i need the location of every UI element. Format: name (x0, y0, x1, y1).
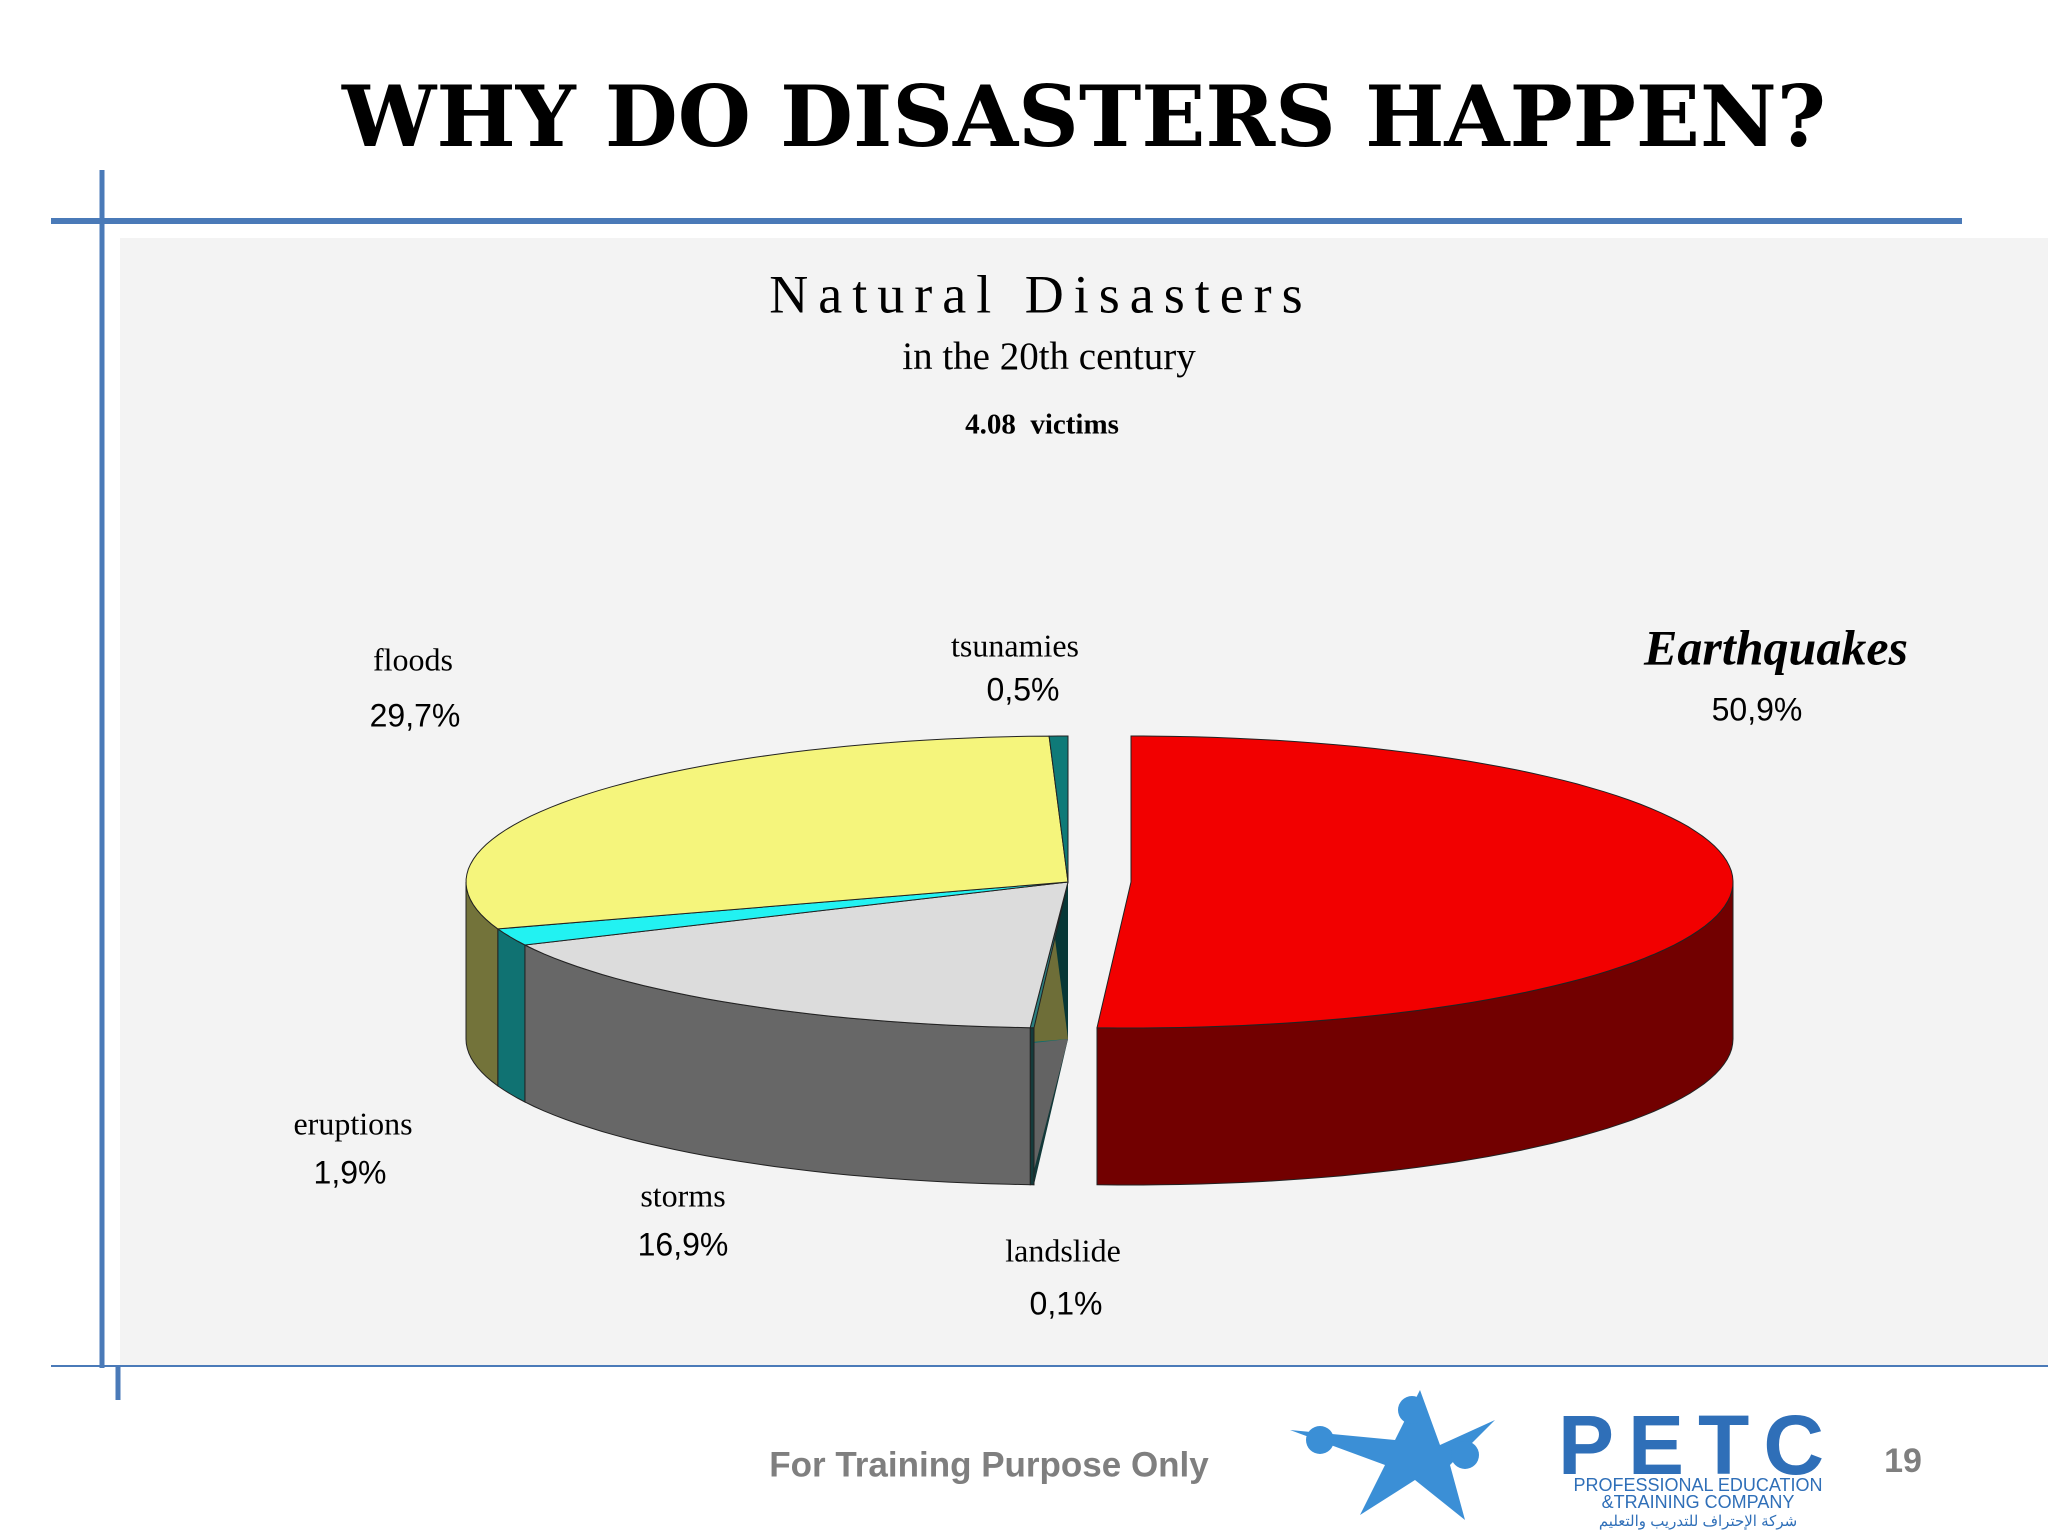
slice (465, 735, 1069, 930)
value-label: 1,9% (314, 1154, 387, 1190)
slice-side (497, 927, 526, 1103)
value-label: 50,9% (1712, 691, 1803, 727)
chart-subtitle: in the 20th century (902, 335, 1196, 378)
annotation: 4.08 victims (965, 409, 1119, 441)
slice-name: Earthquakes (1643, 619, 1908, 675)
logo-line: &TRAINING COMPANY (1602, 1492, 1795, 1512)
logo-dot (1306, 1426, 1334, 1454)
value-label: 29,7% (370, 697, 461, 733)
slice (1048, 735, 1069, 883)
slice-name: landslide (1005, 1232, 1121, 1268)
value-label: 16,9% (638, 1226, 729, 1262)
logo-dot (1398, 1396, 1426, 1424)
logo-arabic: شركة الإحتراف للتدريب والتعليم (1599, 1513, 1797, 1530)
logo-mark (1290, 1390, 1495, 1520)
slice (523, 881, 1069, 1029)
slide-title: WHY DO DISASTERS HAPPEN? (341, 67, 1826, 166)
chart-title: Natural Disasters (769, 264, 1312, 324)
slice-side (1029, 1027, 1035, 1186)
pie: Earthquakes 50,9% landslide 0,1% storms 16,9%… (293, 619, 1908, 1321)
footer-note: For Training Purpose Only (769, 1445, 1209, 1484)
value-label: 0,1% (1030, 1285, 1103, 1321)
chart-background (120, 238, 2048, 1365)
slice-name: eruptions (293, 1105, 412, 1141)
slice (1096, 735, 1734, 1029)
slice-name: tsunamies (951, 627, 1079, 663)
slice-name: floods (373, 641, 453, 677)
logo-star (1290, 1390, 1495, 1520)
logo-dot (1451, 1441, 1479, 1469)
slice-name: storms (640, 1177, 725, 1213)
page-number: 19 (1884, 1442, 1922, 1480)
logo-line: PROFESSIONAL EDUCATION (1573, 1475, 1822, 1495)
value-label: 0,5% (987, 671, 1060, 707)
logo-name: PETC (1558, 1398, 1838, 1492)
